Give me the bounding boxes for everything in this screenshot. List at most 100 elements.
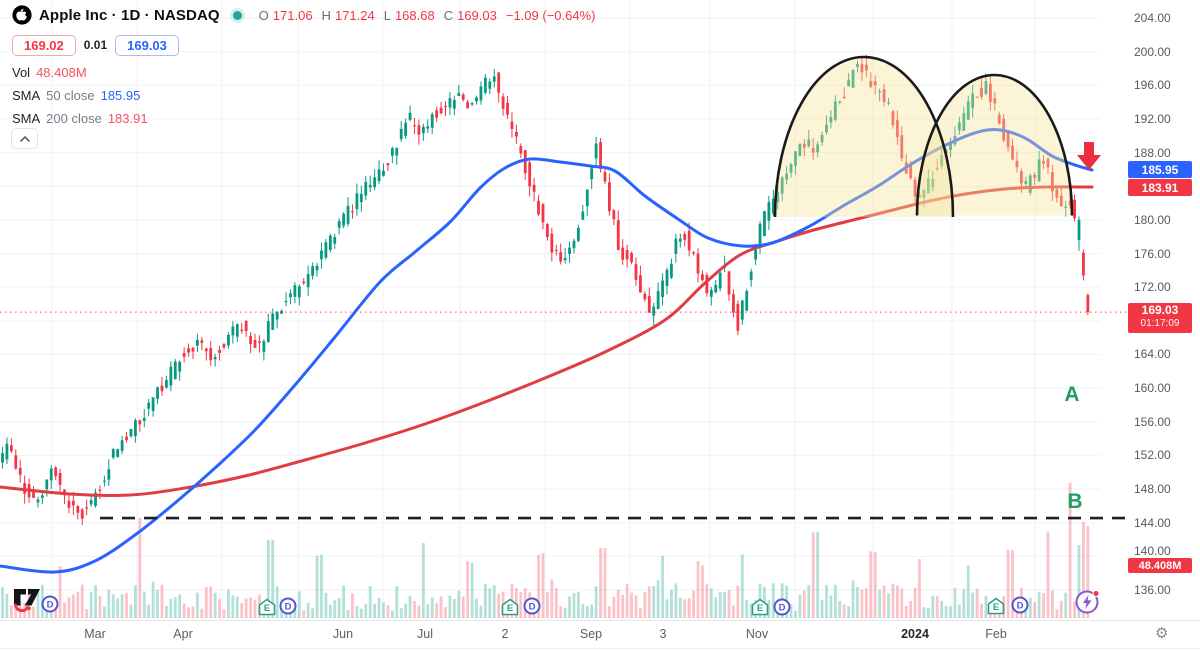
time-tick-sep: Sep [579,627,603,641]
svg-text:E: E [507,603,513,614]
time-tick-jun: Jun [332,627,354,641]
chart-legend: Apple Inc · 1D · NASDAQ O 171.06 H 171.24 … [11,4,601,149]
price-axis[interactable]: 204.00 200.00 196.00 192.00 188.00 180.00 176.… [1100,0,1200,620]
chevron-up-icon [19,135,30,142]
price-tick: 144.00 [1134,515,1171,530]
market-status-dot [232,10,242,20]
dividends-badge[interactable]: D [1011,596,1029,614]
time-tick-apr: Apr [173,627,193,641]
collapse-legend-button[interactable] [11,128,38,149]
double-top-arc-fill [917,75,1072,216]
time-tick-feb: Feb [985,627,1007,641]
bar-countdown: 01:17:09 [1140,318,1180,329]
sma200-line [0,185,1094,497]
sma50-price-label: 185.95 [1128,161,1192,178]
time-tick-nov: Nov [745,627,769,641]
price-tick: 176.00 [1134,246,1171,261]
volume-legend-row: Vol 48.408M [12,65,600,80]
price-tick: 164.00 [1134,347,1171,362]
price-tick: 180.00 [1134,212,1171,227]
sma50-legend-row: SMA 50 close 185.95 [12,88,600,103]
volume-axis-label: 48.408M [1128,558,1192,573]
time-axis[interactable]: Mar Apr Jun Jul 2 Sep 3 Nov 2024 Feb ⚙ [0,620,1200,651]
open-value: 171.06 [272,7,313,23]
high-label: H [321,7,331,23]
symbol-title[interactable]: Apple Inc · 1D · NASDAQ [39,6,220,24]
price-tick: 172.00 [1134,280,1171,295]
time-tick-2024: 2024 [901,627,929,641]
svg-text:D: D [529,602,536,613]
last-price-countdown-label: 169.03 01:17:09 [1128,303,1192,333]
price-tick: 140.00 [1134,544,1171,559]
time-tick-jul: Jul [417,627,433,641]
letter-annotation-b: B [1067,490,1082,513]
sma200-legend-row: SMA 200 close 183.91 [12,111,600,126]
dividends-badge[interactable]: D [279,597,297,615]
spread-value: 0.01 [83,38,108,52]
tv-logo-seven [24,589,40,606]
low-value: 168.68 [394,7,435,23]
double-top-arc-fill [775,57,953,217]
letter-annotation-a: A [1064,383,1079,406]
time-tick-2: 2 [501,627,509,641]
gear-icon[interactable]: ⚙ [1155,624,1169,642]
close-value: 169.03 [457,7,497,23]
apple-logo-icon [12,5,32,25]
price-tick: 160.00 [1134,381,1171,396]
price-tick: 200.00 [1134,44,1171,59]
tradingview-logo[interactable] [12,586,46,617]
sma200-value: 183.91 [107,111,148,126]
sma50-value: 185.95 [100,88,141,103]
time-tick-mar: Mar [84,627,106,641]
axis-divider [0,648,1200,649]
tv-logo-dot [27,606,31,611]
last-price-value: 169.03 [1141,303,1179,317]
price-tick: 152.00 [1134,448,1171,463]
svg-text:E: E [757,603,763,614]
sma50-params: 50 close [46,88,95,103]
sma200-params: 200 close [46,111,102,126]
tv-logo-smile [14,603,29,613]
sma50-name: SMA [12,88,41,103]
candles [1,54,1090,526]
high-value: 171.24 [334,7,375,23]
sell-bid-button[interactable]: 169.02 [12,34,76,56]
open-label: O [258,7,269,23]
price-tick: 136.00 [1134,583,1171,597]
ohlc-readout: O 171.06 H 171.24 L 168.68 C 169.03 −1.09 (−… [259,8,601,23]
earnings-badge[interactable]: E [987,597,1005,615]
svg-text:D: D [779,603,786,614]
svg-text:D: D [47,600,54,611]
time-tick-3: 3 [659,627,667,641]
dividends-badge[interactable]: D [523,597,541,615]
earnings-badge[interactable]: E [258,598,276,616]
earnings-badge[interactable]: E [501,598,519,616]
tv-logo-one [14,589,26,606]
buy-ask-button[interactable]: 169.03 [115,34,179,56]
svg-text:D: D [285,602,292,613]
lightning-icon[interactable] [1073,587,1103,622]
price-tick: 148.00 [1134,482,1171,497]
volume-label: Vol [12,65,31,80]
dividends-badge[interactable]: D [41,595,59,613]
grid [0,0,1100,620]
change-value: −1.09 (−0.64%) [505,7,596,23]
svg-text:D: D [1017,601,1024,612]
dividends-badge[interactable]: D [773,598,791,616]
close-label: C [443,7,454,23]
svg-text:E: E [993,602,999,613]
price-tick: 196.00 [1134,78,1171,93]
svg-text:E: E [264,603,270,614]
sma50-line [0,128,1094,574]
earnings-badge[interactable]: E [751,598,769,616]
low-label: L [383,7,391,23]
price-tick: 192.00 [1134,111,1171,126]
double-top-arc [915,73,1074,216]
price-tick: 188.00 [1134,145,1171,160]
price-tick: 156.00 [1134,414,1171,429]
price-tick: 204.00 [1134,11,1171,25]
sma200-price-label: 183.91 [1128,179,1192,196]
volume-value: 48.408M [36,65,87,80]
